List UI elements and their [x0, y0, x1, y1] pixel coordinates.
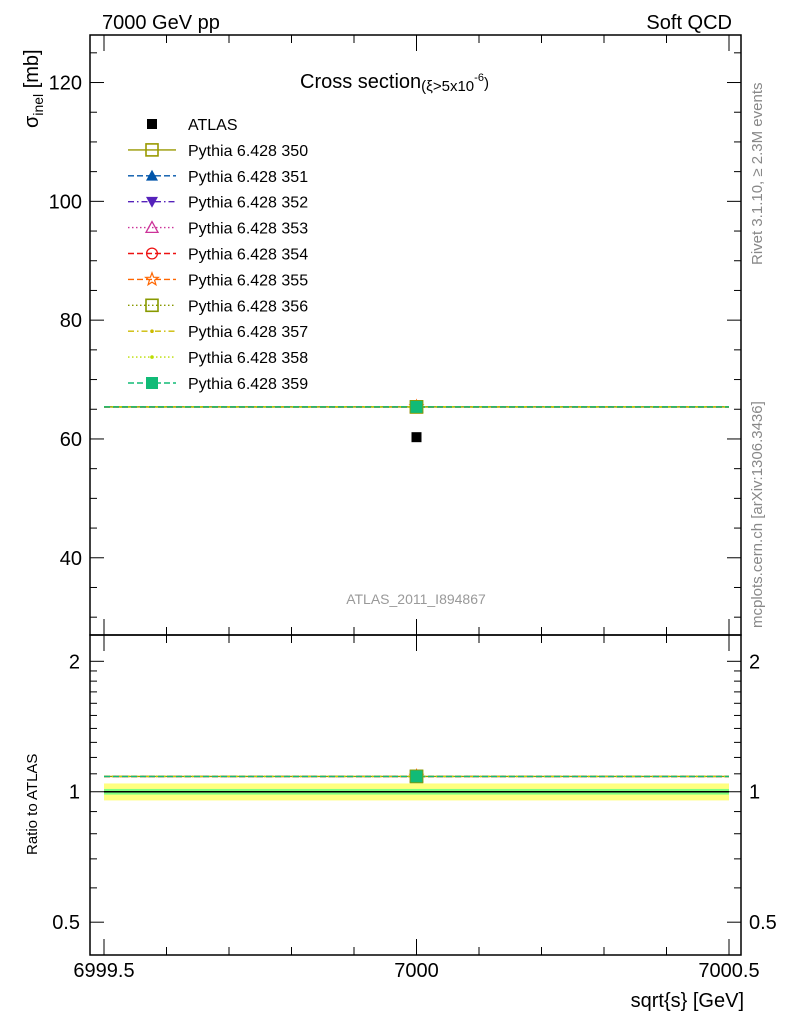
legend-label: Pythia 6.428 357 — [188, 324, 308, 341]
y-symbol: σ — [21, 115, 43, 128]
ratio-tick-label-left: 2 — [69, 651, 80, 673]
ratio-tick-label-left: 0.5 — [52, 912, 80, 934]
legend-marker — [146, 169, 158, 181]
title-close: ) — [484, 75, 489, 92]
main-y-ticks: 40 60 80 100 120 — [49, 52, 741, 618]
chart-title: Cross section(ξ>5x10-6) — [300, 71, 489, 95]
legend-entry: Pythia 6.428 352 — [128, 195, 308, 212]
x-ticks: 6999.5 7000 7000.5 — [73, 35, 760, 982]
ratio-tick-label-right: 1 — [749, 782, 760, 804]
watermark: ATLAS_2011_I894867 — [346, 591, 486, 607]
ratio-series — [104, 768, 729, 784]
legend-marker — [150, 329, 154, 334]
title-sub: (ξ>5x10 — [421, 78, 474, 95]
x-tick-label: 6999.5 — [73, 960, 134, 982]
legend-entry: Pythia 6.428 354 — [128, 247, 308, 264]
legend-entry: Pythia 6.428 358 — [128, 350, 308, 367]
title-main: Cross section — [300, 71, 421, 93]
main-y-axis-label: σinel [mb] — [21, 49, 46, 128]
legend-label: Pythia 6.428 356 — [188, 298, 308, 315]
legend-entry: Pythia 6.428 357 — [128, 324, 308, 341]
legend-label: Pythia 6.428 354 — [188, 247, 308, 264]
x-tick-label: 7000.5 — [698, 960, 759, 982]
legend-label: Pythia 6.428 351 — [188, 169, 308, 186]
legend-entry: Pythia 6.428 350 — [128, 143, 308, 160]
ratio-y-ticks: 0.5 0.5 1 1 2 2 — [52, 651, 777, 934]
legend-marker — [145, 298, 159, 313]
ratio-y-axis-label: Ratio to ATLAS — [24, 754, 41, 855]
y-tick-label: 120 — [49, 73, 82, 95]
mcplots-label: mcplots.cern.ch [arXiv:1306.3436] — [749, 401, 766, 628]
header-right: Soft QCD — [646, 12, 732, 34]
x-tick-label: 7000 — [394, 960, 439, 982]
legend-label: Pythia 6.428 352 — [188, 195, 308, 212]
legend-marker — [144, 220, 160, 234]
ratio-band — [104, 783, 729, 801]
legend-entry: ATLAS — [147, 117, 238, 134]
y-tick-label: 60 — [60, 429, 82, 451]
legend-entry: Pythia 6.428 351 — [128, 169, 308, 186]
y-tick-label: 40 — [60, 548, 82, 570]
y-unit: [mb] — [21, 49, 43, 93]
ratio-tick-label-right: 0.5 — [749, 912, 777, 934]
ratio-tick-label-left: 1 — [69, 782, 80, 804]
ratio-frame — [89, 634, 742, 956]
y-tick-label: 100 — [49, 191, 82, 213]
ratio-series-marker — [410, 770, 423, 783]
atlas-data-point — [411, 432, 422, 443]
legend-marker — [150, 355, 154, 359]
legend-marker — [146, 196, 158, 208]
rivet-label: Rivet 3.1.10, ≥ 2.3M events — [749, 83, 766, 266]
legend-label: Pythia 6.428 353 — [188, 221, 308, 238]
y-subscript: inel — [30, 94, 46, 116]
title-sup: -6 — [474, 72, 484, 84]
header-left: 7000 GeV pp — [102, 12, 220, 34]
legend-label: Pythia 6.428 350 — [188, 143, 308, 160]
ratio-tick-label-right: 2 — [749, 651, 760, 673]
legend-marker — [145, 143, 159, 157]
legend-marker — [145, 247, 159, 260]
legend-entry: Pythia 6.428 359 — [128, 376, 308, 393]
x-axis-label: sqrt{s} [GeV] — [631, 990, 744, 1012]
legend-label: Pythia 6.428 358 — [188, 350, 308, 367]
series-marker — [410, 400, 423, 413]
legend-marker — [144, 271, 160, 287]
legend-entry: Pythia 6.428 356 — [128, 298, 308, 315]
legend-marker — [147, 119, 157, 129]
main-series — [104, 398, 729, 443]
legend: ATLAS Pythia 6.428 350 Pythia 6.428 351 Pyt… — [128, 117, 308, 393]
legend-entry: Pythia 6.428 355 — [128, 271, 308, 289]
legend-marker — [146, 377, 158, 389]
legend-label: Pythia 6.428 355 — [188, 272, 308, 289]
y-tick-label: 80 — [60, 310, 82, 332]
legend-label: Pythia 6.428 359 — [188, 376, 308, 393]
legend-label: ATLAS — [188, 117, 238, 134]
legend-entry: Pythia 6.428 353 — [128, 220, 308, 238]
